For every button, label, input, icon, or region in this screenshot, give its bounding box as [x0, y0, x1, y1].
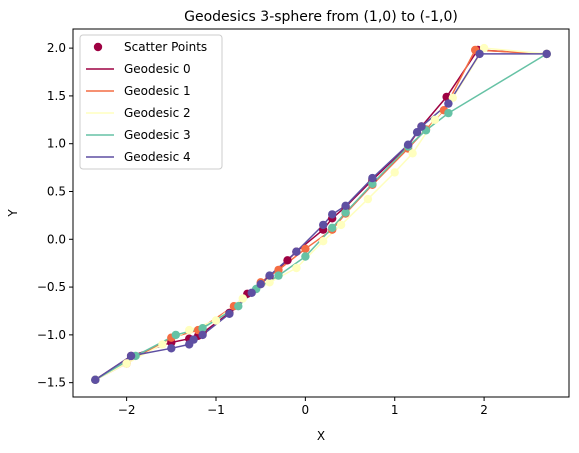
x-tick-label: 2 [480, 403, 488, 417]
scatter-point [256, 280, 265, 289]
scatter-point [189, 335, 198, 344]
scatter-point [430, 115, 440, 125]
scatter-point [171, 330, 180, 340]
scatter-point [274, 271, 283, 280]
legend-geodesic-1-label: Geodesic 1 [124, 84, 191, 98]
scatter-point [185, 325, 194, 335]
scatter-point [198, 324, 207, 333]
x-tick-label: −2 [118, 403, 136, 417]
y-axis-label: Y [6, 209, 20, 218]
scatter-point [412, 128, 422, 137]
scatter-point [292, 247, 301, 256]
x-axis-ticks: −2 −1 0 1 2 [118, 397, 488, 417]
x-axis-label: X [317, 429, 325, 443]
legend: Scatter Points Geodesic 0 Geodesic 1 Geodes… [79, 34, 223, 170]
y-axis-ticks: −1.5 −1.0 −0.5 0.0 0.5 1.0 1.5 2.0 [37, 41, 73, 390]
scatter-point [542, 49, 551, 59]
scatter-point [390, 168, 399, 177]
scatter-point [336, 220, 346, 230]
scatter-point [403, 140, 413, 149]
y-tick-label: 1.5 [47, 89, 66, 103]
scatter-point [363, 194, 373, 204]
x-tick-label: −1 [207, 403, 225, 417]
y-tick-label: −0.5 [37, 280, 66, 294]
legend-geodesic-0-label: Geodesic 0 [124, 62, 191, 76]
scatter-point [442, 92, 451, 102]
scatter-point [301, 244, 310, 253]
y-tick-label: 1.0 [47, 137, 66, 151]
scatter-point [341, 201, 350, 210]
scatter-point [319, 220, 328, 230]
scatter-point [225, 309, 234, 318]
y-tick-label: 0.0 [47, 232, 66, 246]
scatter-point [301, 252, 310, 261]
x-tick-label: 1 [391, 403, 399, 417]
legend-box [79, 34, 223, 170]
scatter-point [368, 173, 377, 183]
scatter-point [265, 278, 274, 287]
scatter-point [122, 359, 131, 368]
scatter-point [126, 351, 136, 361]
scatter-point [91, 375, 100, 384]
y-tick-label: −1.0 [37, 328, 66, 342]
legend-scatter-label: Scatter Points [124, 40, 207, 54]
scatter-point [444, 99, 453, 108]
legend-geodesic-4-label: Geodesic 4 [124, 150, 191, 164]
scatter-point [158, 340, 167, 349]
scatter-point [341, 208, 350, 217]
x-tick-label: 0 [302, 403, 310, 417]
legend-geodesic-3-label: Geodesic 3 [124, 128, 191, 142]
scatter-point [247, 288, 256, 297]
scatter-point [167, 344, 176, 353]
scatter-point [198, 330, 207, 340]
scatter-point [319, 237, 328, 246]
scatter-point [211, 316, 221, 325]
scatter-point [444, 108, 453, 118]
scatter-point [238, 294, 247, 303]
y-tick-label: 0.5 [47, 184, 66, 198]
scatter-point [408, 149, 417, 158]
scatter-point [234, 302, 243, 311]
scatter-point [292, 263, 301, 273]
legend-scatter-marker [93, 42, 103, 52]
scatter-point [328, 210, 337, 219]
scatter-point [479, 43, 489, 53]
legend-geodesic-2-label: Geodesic 2 [124, 106, 191, 120]
scatter-point [448, 93, 457, 103]
y-tick-label: −1.5 [37, 376, 66, 390]
plot-area [91, 43, 551, 384]
scatter-point [265, 271, 274, 280]
scatter-point [283, 256, 292, 265]
axes-frame [72, 28, 570, 398]
scatter-point [328, 223, 337, 232]
scatter-point [417, 122, 426, 131]
y-tick-label: 2.0 [47, 41, 66, 55]
scatter-point [475, 49, 484, 59]
chart-title: Geodesics 3-sphere from (1,0) to (-1,0) [184, 9, 458, 25]
